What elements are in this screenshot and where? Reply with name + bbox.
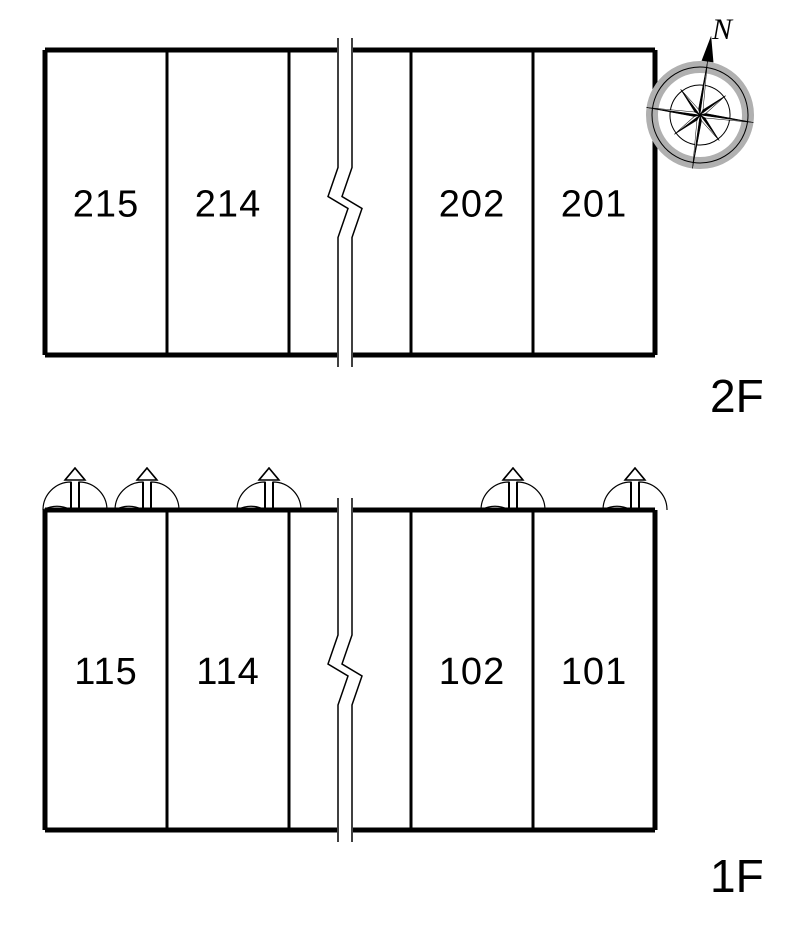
room-label-215: 215 — [73, 184, 139, 226]
room-label-114: 114 — [196, 651, 260, 693]
floor-label-1F: 1F — [710, 850, 764, 902]
floor-1F: 115 114 102 101 1F — [45, 496, 764, 902]
room-label-115: 115 — [74, 651, 138, 693]
room-label-214: 214 — [195, 184, 261, 226]
room-label-202: 202 — [439, 184, 505, 226]
compass-rose — [639, 28, 765, 176]
room-label-201: 201 — [561, 184, 627, 226]
compass-n-label: N — [711, 13, 734, 46]
room-label-101: 101 — [561, 651, 627, 693]
room-label-102: 102 — [439, 651, 505, 693]
floor-label-2F: 2F — [710, 370, 764, 422]
